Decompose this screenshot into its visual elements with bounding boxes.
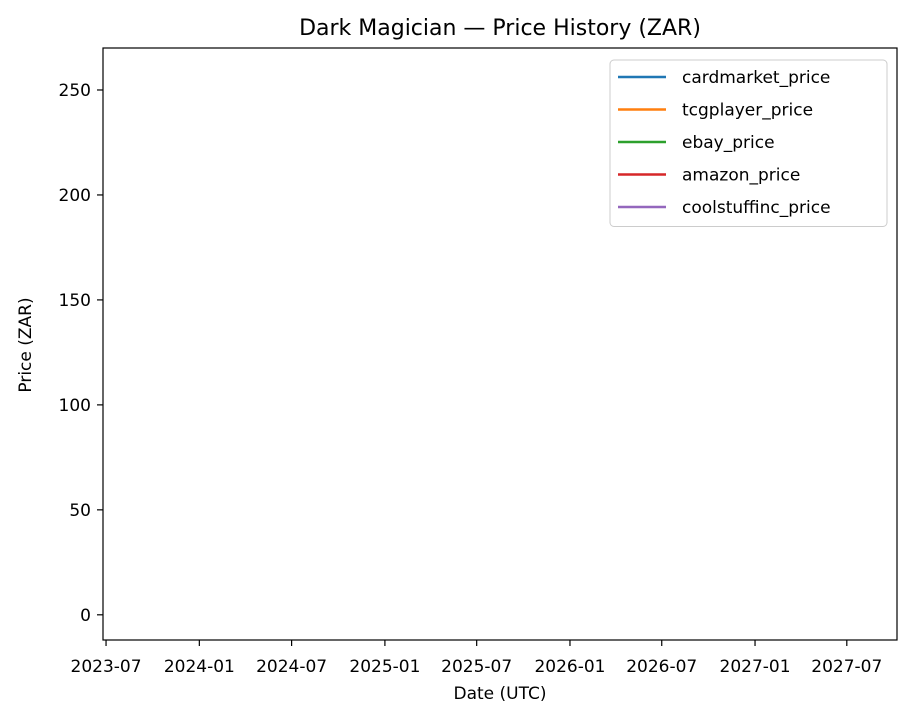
- y-tick-label: 0: [80, 606, 91, 626]
- x-tick-label: 2023-07: [71, 657, 142, 677]
- legend-label-coolstuffinc_price: coolstuffinc_price: [682, 198, 831, 218]
- x-axis-ticks: 2023-07 2024-01 2024-07 2025-01 2025-07 2026-…: [71, 640, 882, 677]
- x-tick-label: 2026-07: [626, 657, 697, 677]
- y-axis-ticks: 0 50 100 150 200 250: [59, 81, 103, 626]
- x-tick-label: 2024-07: [256, 657, 327, 677]
- legend-label-cardmarket_price: cardmarket_price: [682, 68, 830, 88]
- legend-label-ebay_price: ebay_price: [682, 133, 775, 153]
- y-tick-label: 250: [59, 81, 91, 101]
- chart-title: Dark Magician — Price History (ZAR): [299, 16, 701, 41]
- plot-frame: [102, 47, 898, 641]
- legend-label-amazon_price: amazon_price: [682, 166, 800, 186]
- x-tick-label: 2027-01: [720, 657, 791, 677]
- y-tick-label: 50: [69, 501, 91, 521]
- x-tick-label: 2026-01: [534, 657, 605, 677]
- x-tick-label: 2025-07: [441, 657, 512, 677]
- y-tick-label: 100: [59, 396, 91, 416]
- legend-box: [609, 59, 888, 227]
- x-tick-label: 2025-01: [349, 657, 420, 677]
- y-tick-label: 200: [59, 186, 91, 206]
- legend: cardmarket_price tcgplayer_price ebay_pric…: [609, 59, 888, 227]
- x-axis-label: Date (UTC): [453, 684, 546, 704]
- x-tick-label: 2024-01: [164, 657, 235, 677]
- y-tick-label: 150: [59, 291, 91, 311]
- x-tick-label: 2027-07: [811, 657, 882, 677]
- y-axis-label: Price (ZAR): [16, 297, 36, 392]
- legend-label-tcgplayer_price: tcgplayer_price: [682, 101, 813, 121]
